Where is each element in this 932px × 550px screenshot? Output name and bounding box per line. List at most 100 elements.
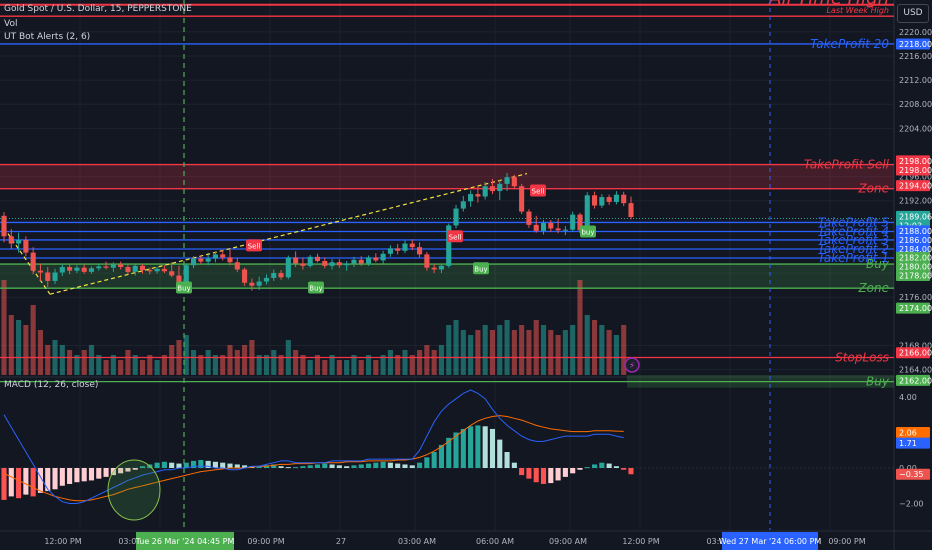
macd-legend[interactable]: MACD (12, 26, close) <box>4 380 98 390</box>
candle-body <box>315 257 320 261</box>
volume-bar <box>155 360 160 375</box>
macd-histogram-bar <box>155 463 160 468</box>
macd-histogram-bar <box>162 462 167 468</box>
candle-body <box>227 257 232 262</box>
macd-histogram-bar <box>577 468 582 470</box>
macd-histogram-bar <box>293 467 298 468</box>
volume-bar <box>1 280 6 375</box>
level-label: TakeProfit 20 <box>810 37 889 51</box>
macd-histogram-bar <box>526 468 531 479</box>
candle-body <box>381 254 386 261</box>
candle-body <box>23 240 28 253</box>
volume-bar <box>556 335 561 375</box>
volume-bar <box>402 350 407 375</box>
candle-body <box>490 186 495 191</box>
macd-histogram-bar <box>330 464 335 468</box>
signal-label: Buy <box>309 285 322 293</box>
macd-histogram-bar <box>395 464 400 468</box>
volume-bar <box>599 325 604 375</box>
indicator-vol-legend[interactable]: Vol <box>4 19 17 29</box>
candle-body <box>308 257 313 266</box>
candle-body <box>359 260 364 264</box>
candle-body <box>417 247 422 254</box>
candle-body <box>118 265 123 267</box>
candle-body <box>82 268 87 272</box>
candle-body <box>278 273 283 277</box>
signal-label: Buy <box>474 265 487 273</box>
volume-bar <box>322 360 327 375</box>
candle-body <box>162 269 167 271</box>
currency-button[interactable]: USD <box>897 4 929 23</box>
level-label: Last Week High <box>826 6 889 15</box>
volume-bar <box>592 320 597 375</box>
candle-body <box>184 265 189 282</box>
macd-histogram-bar <box>67 468 72 484</box>
candle-body <box>249 283 254 286</box>
volume-bar <box>125 350 130 375</box>
volume-bar <box>191 350 196 375</box>
macd-histogram-bar <box>607 464 612 468</box>
price-tag-label: 2194.00 <box>899 182 932 191</box>
macd-histogram-bar <box>534 468 539 482</box>
candle-body <box>9 236 14 243</box>
macd-histogram-bar <box>315 464 320 468</box>
price-tick-label: 2192.00 <box>899 197 932 206</box>
time-tick-label: 12:00 PM <box>44 537 81 546</box>
candle-body <box>198 259 203 262</box>
volume-bar <box>227 345 232 375</box>
volume-bar <box>242 345 247 375</box>
macd-histogram-bar <box>570 468 575 473</box>
signal-label: Sell <box>248 242 261 250</box>
macd-histogram-bar <box>541 468 546 484</box>
macd-tick-label: −2.00 <box>899 500 924 509</box>
macd-histogram-bar <box>344 466 349 468</box>
indicator-utbot-legend[interactable]: UT Bot Alerts (2, 6) <box>4 32 90 42</box>
volume-bar <box>359 360 364 375</box>
candle-body <box>453 209 458 226</box>
candle-body <box>300 263 305 265</box>
candle-body <box>607 197 612 202</box>
price-tick-label: 2216.00 <box>899 52 932 61</box>
candle-body <box>169 271 174 275</box>
candle-body <box>16 240 21 244</box>
candle-body <box>206 259 211 262</box>
candle-body <box>388 248 393 253</box>
candle-body <box>548 223 553 228</box>
candle-body <box>337 262 342 265</box>
volume-bar <box>570 325 575 375</box>
volume-bar <box>337 360 342 375</box>
candle-body <box>330 262 335 266</box>
candle-body <box>322 261 327 266</box>
volume-bar <box>118 360 123 375</box>
price-tick-label: 2176.00 <box>899 293 932 302</box>
macd-histogram-bar <box>337 465 342 468</box>
level-label: Buy <box>866 375 890 389</box>
volume-bar <box>475 330 480 375</box>
candle-body <box>614 195 619 202</box>
volume-bar <box>432 350 437 375</box>
candle-body <box>104 266 109 267</box>
macd-value-tag-label: 1.71 <box>899 439 917 448</box>
candle-body <box>286 257 291 277</box>
candle-body <box>111 265 116 268</box>
candle-body <box>483 186 488 196</box>
candle-body <box>373 257 378 260</box>
macd-histogram-bar <box>359 464 364 468</box>
macd-histogram-bar <box>468 426 473 468</box>
candle-body <box>155 269 160 271</box>
volume-bar <box>16 320 21 375</box>
volume-bar <box>505 320 510 375</box>
macd-value-tag-label: 2.06 <box>899 429 917 438</box>
volume-bar <box>23 325 28 375</box>
macd-histogram-bar <box>60 468 65 486</box>
macd-histogram-bar <box>381 462 386 468</box>
volume-bar <box>563 330 568 375</box>
volume-bar <box>373 360 378 375</box>
time-tick-label: 09:00 PM <box>247 537 284 546</box>
macd-histogram-bar <box>432 452 437 468</box>
candle-body <box>235 262 240 269</box>
symbol-legend[interactable]: Gold Spot / U.S. Dollar, 15, PEPPERSTONE <box>4 4 192 14</box>
volume-bar <box>38 330 43 375</box>
